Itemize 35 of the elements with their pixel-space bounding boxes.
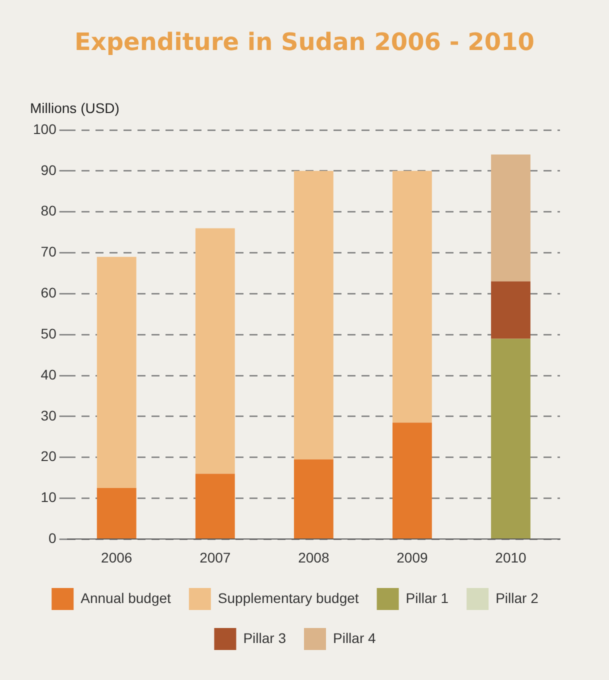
legend-label: Annual budget: [80, 590, 172, 606]
bar: [294, 170, 334, 460]
bar: [294, 459, 334, 538]
y-tick-label: 20: [40, 448, 57, 464]
bar: [195, 228, 235, 474]
bar: [392, 422, 432, 538]
y-tick-label: 70: [40, 244, 57, 260]
legend-label: Pillar 1: [406, 590, 449, 606]
legend-label: Supplementary budget: [218, 590, 359, 606]
x-tick-label: 2007: [200, 549, 231, 566]
y-tick-label: 0: [48, 530, 57, 546]
x-tick-label: 2008: [298, 549, 330, 566]
bar: [491, 154, 530, 282]
y-tick-label: 100: [33, 120, 57, 137]
x-tick-label: 2006: [101, 549, 132, 566]
chart-title: Expenditure in Sudan 2006 - 2010: [74, 28, 536, 56]
y-tick-label: 40: [40, 366, 57, 382]
legend-label: Pillar 2: [496, 590, 539, 606]
y-tick-label: 50: [40, 325, 57, 342]
y-tick-label: 90: [40, 162, 57, 178]
bar: [392, 170, 432, 423]
legend-label: Pillar 4: [333, 630, 376, 646]
bar: [491, 281, 530, 339]
bar: [195, 474, 235, 538]
bar: [96, 256, 136, 488]
y-tick-label: 10: [40, 489, 57, 506]
y-tick-label: 30: [40, 407, 57, 424]
x-tick-label: 2009: [396, 549, 428, 566]
y-tick-label: 60: [40, 284, 57, 301]
y-tick-label: 80: [40, 202, 57, 219]
bar: [96, 488, 136, 538]
legend-label: Pillar 3: [243, 630, 286, 646]
y-axis-title: Millions (USD): [30, 100, 120, 116]
bar: [491, 338, 530, 538]
x-tick-label: 2010: [495, 549, 527, 566]
